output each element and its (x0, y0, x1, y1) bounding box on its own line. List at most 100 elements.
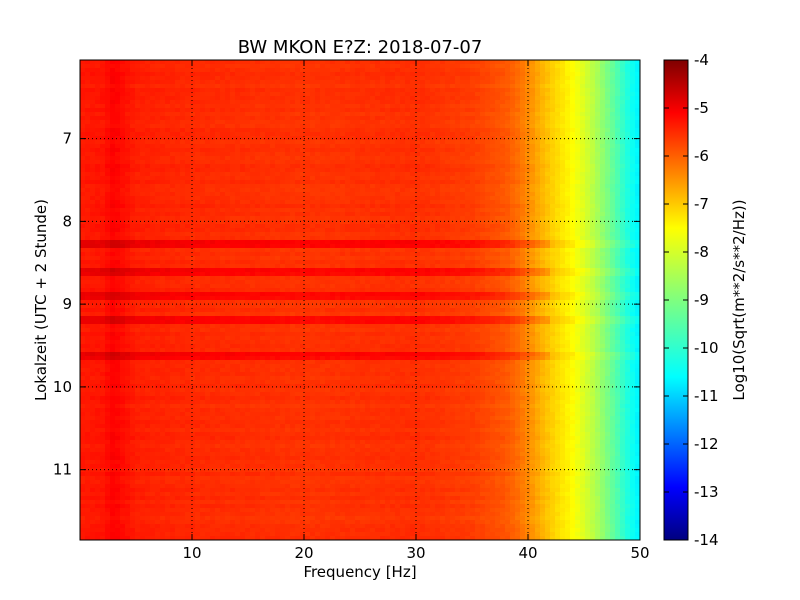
heatmap-cell (165, 96, 171, 101)
heatmap-cell (315, 168, 321, 173)
heatmap-cell (325, 172, 331, 177)
heatmap-cell (285, 80, 291, 85)
heatmap-cell (600, 216, 606, 221)
heatmap-cell (405, 140, 411, 145)
heatmap-cell (470, 144, 476, 149)
heatmap-cell (495, 204, 501, 209)
heatmap-cell (140, 196, 146, 201)
heatmap-cell (590, 72, 596, 77)
heatmap-cell (480, 96, 486, 101)
heatmap-cell (470, 212, 476, 217)
heatmap-cell (145, 100, 151, 105)
heatmap-cell (250, 208, 256, 213)
heatmap-cell (515, 152, 521, 157)
heatmap-cell (440, 224, 446, 229)
heatmap-cell (545, 112, 551, 117)
heatmap-cell (600, 104, 606, 109)
heatmap-cell (435, 60, 441, 65)
heatmap-cell (595, 128, 601, 133)
heatmap-cell (145, 120, 151, 125)
heatmap-cell (350, 184, 356, 189)
heatmap-cell (415, 124, 421, 129)
heatmap-cell (420, 64, 426, 69)
heatmap-cell (480, 124, 486, 129)
heatmap-cell (500, 64, 506, 69)
heatmap-cell (300, 168, 306, 173)
heatmap-cell (595, 188, 601, 193)
heatmap-cell (545, 192, 551, 197)
heatmap-cell (490, 200, 496, 205)
heatmap-cell (525, 148, 531, 153)
heatmap-cell (85, 200, 91, 205)
heatmap-cell (160, 160, 166, 165)
heatmap-cell (305, 104, 311, 109)
heatmap-cell (595, 200, 601, 205)
heatmap-cell (110, 96, 116, 101)
heatmap-cell (110, 204, 116, 209)
heatmap-cell (300, 152, 306, 157)
heatmap-cell (435, 140, 441, 145)
heatmap-cell (430, 172, 436, 177)
heatmap-cell (95, 192, 101, 197)
heatmap-cell (95, 200, 101, 205)
heatmap-cell (95, 224, 101, 229)
heatmap-cell (430, 60, 436, 65)
heatmap-cell (495, 136, 501, 141)
heatmap-cell (225, 116, 231, 121)
heatmap-cell (480, 72, 486, 77)
heatmap-cell (340, 236, 346, 241)
heatmap-cell (150, 92, 156, 97)
heatmap-cell (330, 60, 336, 65)
heatmap-cell (220, 144, 226, 149)
heatmap-cell (410, 96, 416, 101)
heatmap-cell (200, 200, 206, 205)
heatmap-cell (365, 184, 371, 189)
heatmap-cell (395, 236, 401, 241)
heatmap-cell (380, 132, 386, 137)
heatmap-cell (245, 200, 251, 205)
heatmap-cell (505, 104, 511, 109)
heatmap-cell (275, 132, 281, 137)
heatmap-cell (500, 168, 506, 173)
heatmap-cell (430, 192, 436, 197)
heatmap-cell (155, 204, 161, 209)
heatmap-cell (255, 96, 261, 101)
heatmap-cell (440, 64, 446, 69)
heatmap-cell (375, 116, 381, 121)
heatmap-cell (160, 196, 166, 201)
heatmap-cell (420, 164, 426, 169)
heatmap-cell (150, 196, 156, 201)
heatmap-cell (625, 200, 631, 205)
heatmap-cell (235, 80, 241, 85)
heatmap-cell (555, 164, 561, 169)
heatmap-cell (210, 140, 216, 145)
heatmap-cell (185, 216, 191, 221)
heatmap-cell (175, 220, 181, 225)
heatmap-cell (195, 144, 201, 149)
heatmap-cell (505, 208, 511, 213)
heatmap-cell (80, 204, 86, 209)
heatmap-cell (280, 136, 286, 141)
heatmap-cell (505, 216, 511, 221)
heatmap-cell (540, 216, 546, 221)
heatmap-cell (245, 84, 251, 89)
heatmap-cell (495, 196, 501, 201)
heatmap-cell (265, 172, 271, 177)
heatmap-cell (580, 80, 586, 85)
heatmap-cell (440, 196, 446, 201)
heatmap-cell (475, 176, 481, 181)
heatmap-cell (80, 128, 86, 133)
heatmap-cell (535, 204, 541, 209)
heatmap-cell (555, 112, 561, 117)
heatmap-cell (585, 120, 591, 125)
heatmap-cell (390, 196, 396, 201)
heatmap-cell (295, 168, 301, 173)
heatmap-cell (415, 108, 421, 113)
heatmap-cell (335, 144, 341, 149)
heatmap-cell (540, 140, 546, 145)
heatmap-cell (140, 224, 146, 229)
heatmap-cell (225, 192, 231, 197)
heatmap-cell (490, 88, 496, 93)
heatmap-cell (545, 188, 551, 193)
heatmap-cell (510, 128, 516, 133)
